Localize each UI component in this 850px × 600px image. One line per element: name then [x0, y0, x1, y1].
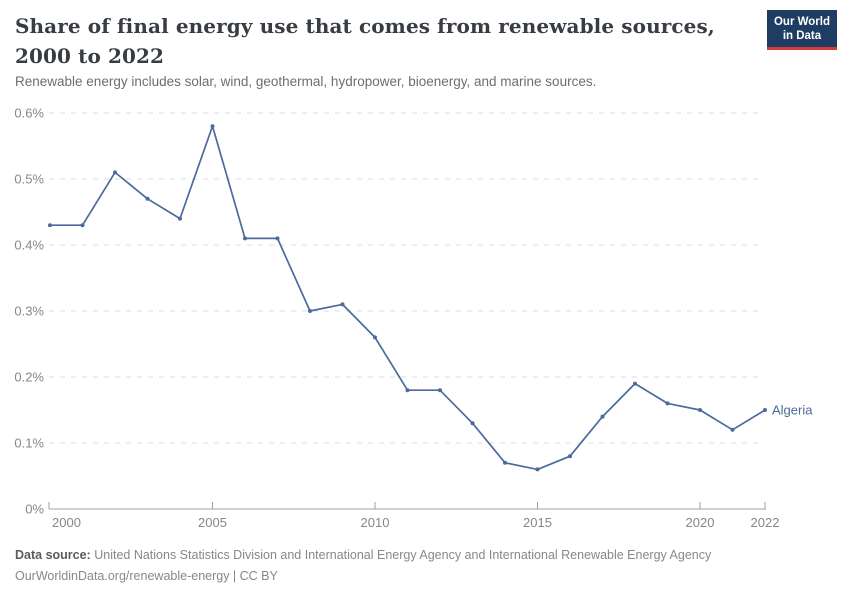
x-axis-tick-label: 2020: [686, 515, 715, 530]
chart-footer: Data source: United Nations Statistics D…: [15, 545, 835, 587]
data-point-2003[interactable]: [145, 196, 150, 201]
data-point-2014[interactable]: [503, 460, 507, 465]
data-point-2011[interactable]: [405, 388, 410, 393]
x-axis-tick-label: 2022: [751, 515, 780, 530]
chart-title: Share of final energy use that comes fro…: [15, 14, 715, 68]
data-point-2022[interactable]: [763, 408, 767, 412]
y-axis-tick-label: 0.4%: [14, 238, 44, 253]
data-point-2021[interactable]: [730, 427, 735, 432]
data-source-label: Data source:: [15, 548, 91, 562]
chart-subtitle: Renewable energy includes solar, wind, g…: [15, 74, 597, 89]
y-axis-tick-label: 0.2%: [14, 370, 44, 385]
data-point-2013[interactable]: [470, 421, 475, 426]
y-axis-tick-label: 0.1%: [14, 436, 44, 451]
data-point-2010[interactable]: [373, 335, 377, 340]
data-point-2009[interactable]: [340, 302, 345, 307]
series-end-label[interactable]: Algeria: [772, 403, 813, 418]
x-axis-tick-label: 2010: [361, 515, 390, 530]
data-source-line: Data source: United Nations Statistics D…: [15, 545, 835, 566]
data-point-2020[interactable]: [698, 408, 702, 412]
y-axis-tick-label: 0.3%: [14, 304, 44, 319]
y-axis-tick-label: 0.6%: [14, 106, 44, 121]
data-point-2015[interactable]: [535, 467, 540, 472]
y-axis-tick-label: 0%: [25, 502, 44, 517]
series-line-algeria[interactable]: [49, 125, 766, 471]
data-point-2007[interactable]: [275, 236, 280, 241]
data-point-2001[interactable]: [80, 223, 85, 228]
data-point-2008[interactable]: [308, 309, 312, 313]
data-point-2006[interactable]: [243, 236, 247, 241]
owid-logo-line2: in Data: [782, 30, 822, 42]
data-point-2004[interactable]: [178, 216, 182, 221]
data-point-2016[interactable]: [568, 454, 572, 459]
data-point-2005[interactable]: [210, 124, 215, 129]
owid-logo-line1: Our World: [773, 16, 830, 28]
chart-plot-area[interactable]: 0% 0.1% 0.2% 0.3% 0.4% 0.5% 0.6% 2000 2005 2010 20…: [0, 95, 850, 550]
data-source-text: United Nations Statistics Division and I…: [94, 548, 712, 562]
x-axis-tick-label: 2015: [523, 515, 552, 530]
x-axis-tick-label: 2005: [198, 515, 227, 530]
footer-link-line[interactable]: OurWorldinData.org/renewable-energy | CC…: [15, 569, 278, 583]
data-point-2012[interactable]: [438, 388, 442, 393]
data-point-2019[interactable]: [665, 401, 670, 406]
data-point-2017[interactable]: [600, 414, 605, 419]
data-point-2018[interactable]: [633, 381, 637, 386]
x-axis-tick-label: 2000: [52, 515, 81, 530]
y-axis-tick-label: 0.5%: [14, 172, 44, 187]
data-point-2000[interactable]: [48, 223, 52, 228]
data-point-2002[interactable]: [113, 170, 117, 175]
owid-logo[interactable]: Our World in Data: [766, 10, 837, 50]
